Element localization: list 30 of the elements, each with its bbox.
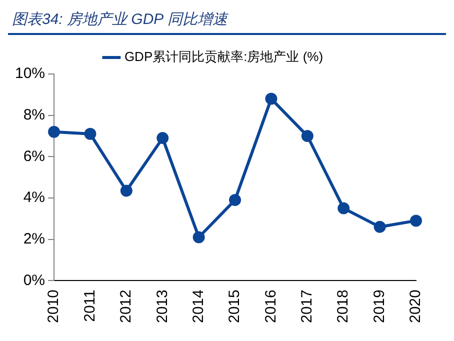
x-tick-label: 2013 [154, 290, 171, 324]
x-tick-label: 2015 [226, 290, 244, 324]
point [192, 231, 205, 244]
x-tick-label: 2011 [81, 290, 98, 322]
x-tick-label: 2014 [190, 290, 207, 324]
point [48, 126, 60, 138]
point [301, 130, 314, 142]
y-tick-label: 8% [23, 106, 46, 124]
y-tick-label: 2% [23, 230, 46, 248]
x-tick-label: 2016 [262, 290, 280, 324]
x-tick-label: 2018 [334, 290, 352, 324]
y-tick-label: 10% [14, 65, 46, 82]
point [265, 92, 278, 105]
point [156, 132, 169, 144]
x-tick-label: 2019 [370, 290, 388, 324]
point [374, 220, 386, 233]
point [120, 184, 132, 197]
y-tick-label: 6% [23, 148, 46, 165]
point [410, 214, 422, 227]
x-tick-label: 2012 [118, 290, 135, 324]
point [338, 202, 350, 214]
y-tick-label: 0% [23, 272, 46, 289]
x-tick-label: 2017 [298, 290, 316, 324]
y-tick-label: 4% [23, 189, 46, 206]
legend-label: GDP累计同比贡献率:房地产业 (%) [124, 49, 324, 64]
chart-title: 图表34: 房地产业 GDP 同比增速 [11, 10, 230, 30]
point [229, 194, 242, 206]
x-tick-label: 2010 [45, 290, 62, 324]
x-tick-label: 2020 [407, 290, 424, 324]
point [84, 128, 96, 140]
